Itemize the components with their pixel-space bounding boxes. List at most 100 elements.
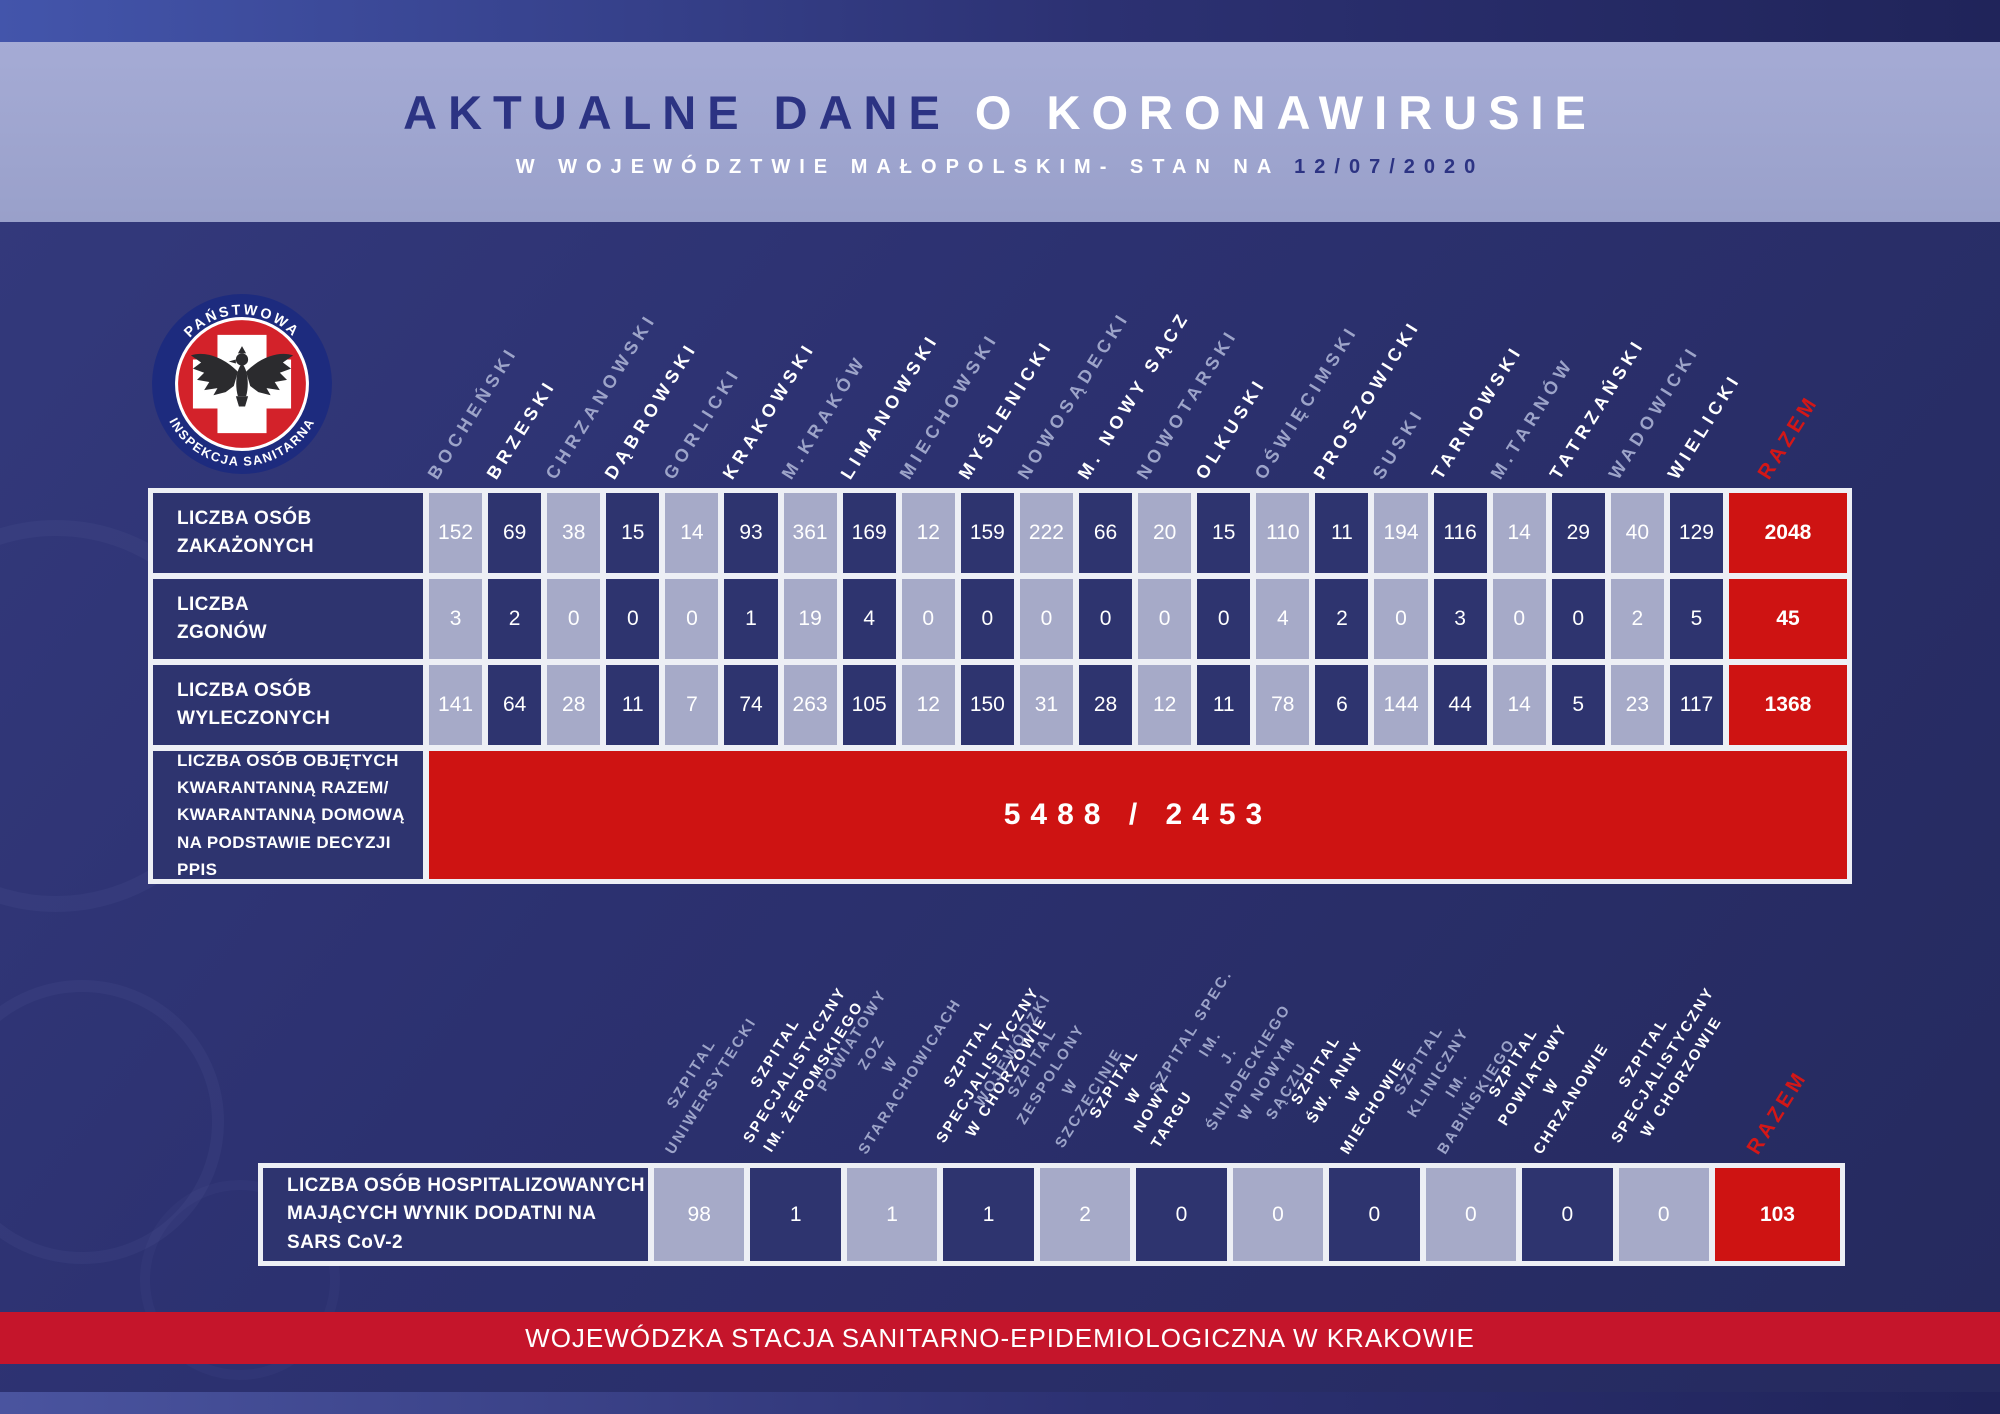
value-cell: 3	[429, 579, 483, 659]
row-label: LICZBA OSÓB WYLECZONYCH	[153, 665, 423, 745]
footer-text: WOJEWÓDZKA STACJA SANITARNO-EPIDEMIOLOGI…	[525, 1322, 1475, 1353]
value-cell: 38	[547, 493, 601, 573]
value-cell: 5	[1669, 579, 1723, 659]
column-header: NOWOTARSKI	[1132, 236, 1241, 488]
subtitle-text: W WOJEWÓDZTWIE MAŁOPOLSKIM- STAN NA	[515, 156, 1280, 178]
value-cell: 14	[1492, 665, 1546, 745]
value-cell: 150	[960, 665, 1014, 745]
report-date: 12/07/2020	[1294, 156, 1485, 178]
value-cell: 0	[1551, 579, 1605, 659]
value-cell: 28	[1078, 665, 1133, 745]
page-title: AKTUALNE DANE O KORONAWIRUSIE	[403, 85, 1597, 140]
value-cell: 69	[488, 493, 542, 573]
column-header: M. NOWY SĄCZ	[1073, 236, 1193, 488]
value-cell: 4	[1256, 579, 1310, 659]
title-part-dark: AKTUALNE DANE	[403, 86, 951, 139]
value-cell: 74	[724, 665, 778, 745]
column-header: M.KRAKÓW	[778, 236, 871, 488]
column-header: MIECHOWSKI	[896, 236, 1003, 488]
value-cell: 1	[943, 1168, 1034, 1261]
value-cell: 152	[429, 493, 483, 573]
value-cell: 0	[1078, 579, 1133, 659]
column-header: CHRZANOWSKI	[541, 236, 660, 488]
razem-cell: 1368	[1728, 665, 1847, 745]
title-part-light: O KORONAWIRUSIE	[950, 86, 1597, 139]
eagle-icon	[190, 346, 294, 407]
value-cell: 0	[606, 579, 660, 659]
column-header: GORLICKI	[660, 236, 745, 488]
value-cell: 6	[1315, 665, 1369, 745]
value-cell: 0	[1232, 1168, 1324, 1261]
value-cell: 0	[665, 579, 719, 659]
column-header: M.TARNÓW	[1487, 236, 1578, 488]
value-cell: 15	[1197, 493, 1251, 573]
value-cell: 64	[488, 665, 542, 745]
razem-cell: 103	[1714, 1168, 1840, 1261]
value-cell: 2	[1315, 579, 1369, 659]
quarantine-total-bar: 5488 / 2453	[429, 751, 1847, 879]
value-cell: 11	[1197, 665, 1251, 745]
value-cell: 44	[1433, 665, 1487, 745]
value-cell: 1	[724, 579, 778, 659]
value-cell: 14	[1492, 493, 1546, 573]
covid-districts-table: LICZBA OSÓB ZAKAŻONYCH 152 69 38 15 14 93 361 16…	[148, 488, 1852, 884]
column-header: SUSKI	[1369, 236, 1428, 488]
header-spacer	[153, 236, 423, 488]
hospital-headers: SZPITAL UNIWERSYTECKI SZPITAL SPECJALISTY…	[258, 905, 1845, 1163]
value-cell: 0	[1522, 1168, 1613, 1261]
value-cell: 12	[1138, 665, 1192, 745]
top-accent-bar	[0, 0, 2000, 42]
value-cell: 263	[783, 665, 837, 745]
row-label: LICZBA OSÓB ZAKAŻONYCH	[153, 493, 423, 573]
column-header: WADOWICKI	[1605, 236, 1704, 488]
value-cell: 0	[1197, 579, 1251, 659]
value-cell: 31	[1019, 665, 1073, 745]
column-header: BOCHEŃSKI	[423, 236, 521, 488]
value-cell: 0	[901, 579, 955, 659]
value-cell: 12	[901, 665, 955, 745]
value-cell: 11	[606, 665, 660, 745]
row-label: LICZBA ZGONÓW	[153, 579, 423, 659]
value-cell: 0	[1425, 1168, 1517, 1261]
bottom-accent-bar	[0, 1392, 2000, 1414]
column-header: KRAKOWSKI	[719, 236, 820, 488]
value-cell: 0	[1136, 1168, 1227, 1261]
value-cell: 0	[1329, 1168, 1420, 1261]
column-header: SZPITAL SPECJALISTYCZNY W CHORZOWIE	[1607, 905, 1725, 1163]
value-cell: 2	[1039, 1168, 1131, 1261]
value-cell: 117	[1669, 665, 1723, 745]
column-header: TATRZAŃSKI	[1546, 236, 1649, 488]
value-cell: 1	[846, 1168, 938, 1261]
column-header: BRZESKI	[482, 236, 559, 488]
value-cell: 2	[1610, 579, 1664, 659]
value-cell: 0	[1138, 579, 1192, 659]
value-cell: 129	[1669, 493, 1723, 573]
razem-header-label: RAZEM	[1742, 1065, 1813, 1159]
value-cell: 0	[547, 579, 601, 659]
district-headers: BOCHEŃSKI BRZESKI CHRZANOWSKI DĄBROWSKI GORL…	[148, 236, 1852, 488]
value-cell: 40	[1610, 493, 1664, 573]
value-cell: 5	[1551, 665, 1605, 745]
value-cell: 116	[1433, 493, 1487, 573]
value-cell: 78	[1256, 665, 1310, 745]
value-cell: 3	[1433, 579, 1487, 659]
value-cell: 110	[1256, 493, 1310, 573]
value-cell: 0	[1618, 1168, 1709, 1261]
value-cell: 14	[665, 493, 719, 573]
value-cell: 1	[750, 1168, 841, 1261]
column-header: WIELICKI	[1664, 236, 1745, 488]
column-header: OŚWIĘCIMSKI	[1251, 236, 1362, 488]
razem-cell: 45	[1728, 579, 1847, 659]
page-subtitle: W WOJEWÓDZTWIE MAŁOPOLSKIM- STAN NA 12/0…	[516, 156, 1485, 179]
value-cell: 7	[665, 665, 719, 745]
value-cell: 361	[783, 493, 837, 573]
value-cell: 169	[842, 493, 896, 573]
value-cell: 66	[1078, 493, 1133, 573]
value-cell: 28	[547, 665, 601, 745]
value-cell: 19	[783, 579, 837, 659]
value-cell: 11	[1315, 493, 1369, 573]
quarantine-row-label: LICZBA OSÓB OBJĘTYCH KWARANTANNĄ RAZEM/ …	[153, 751, 423, 879]
hospital-table: LICZBA OSÓB HOSPITALIZOWANYCH MAJĄCYCH W…	[258, 1163, 1845, 1266]
column-header: MYŚLENICKI	[955, 236, 1057, 488]
column-header: OLKUSKI	[1191, 236, 1269, 488]
